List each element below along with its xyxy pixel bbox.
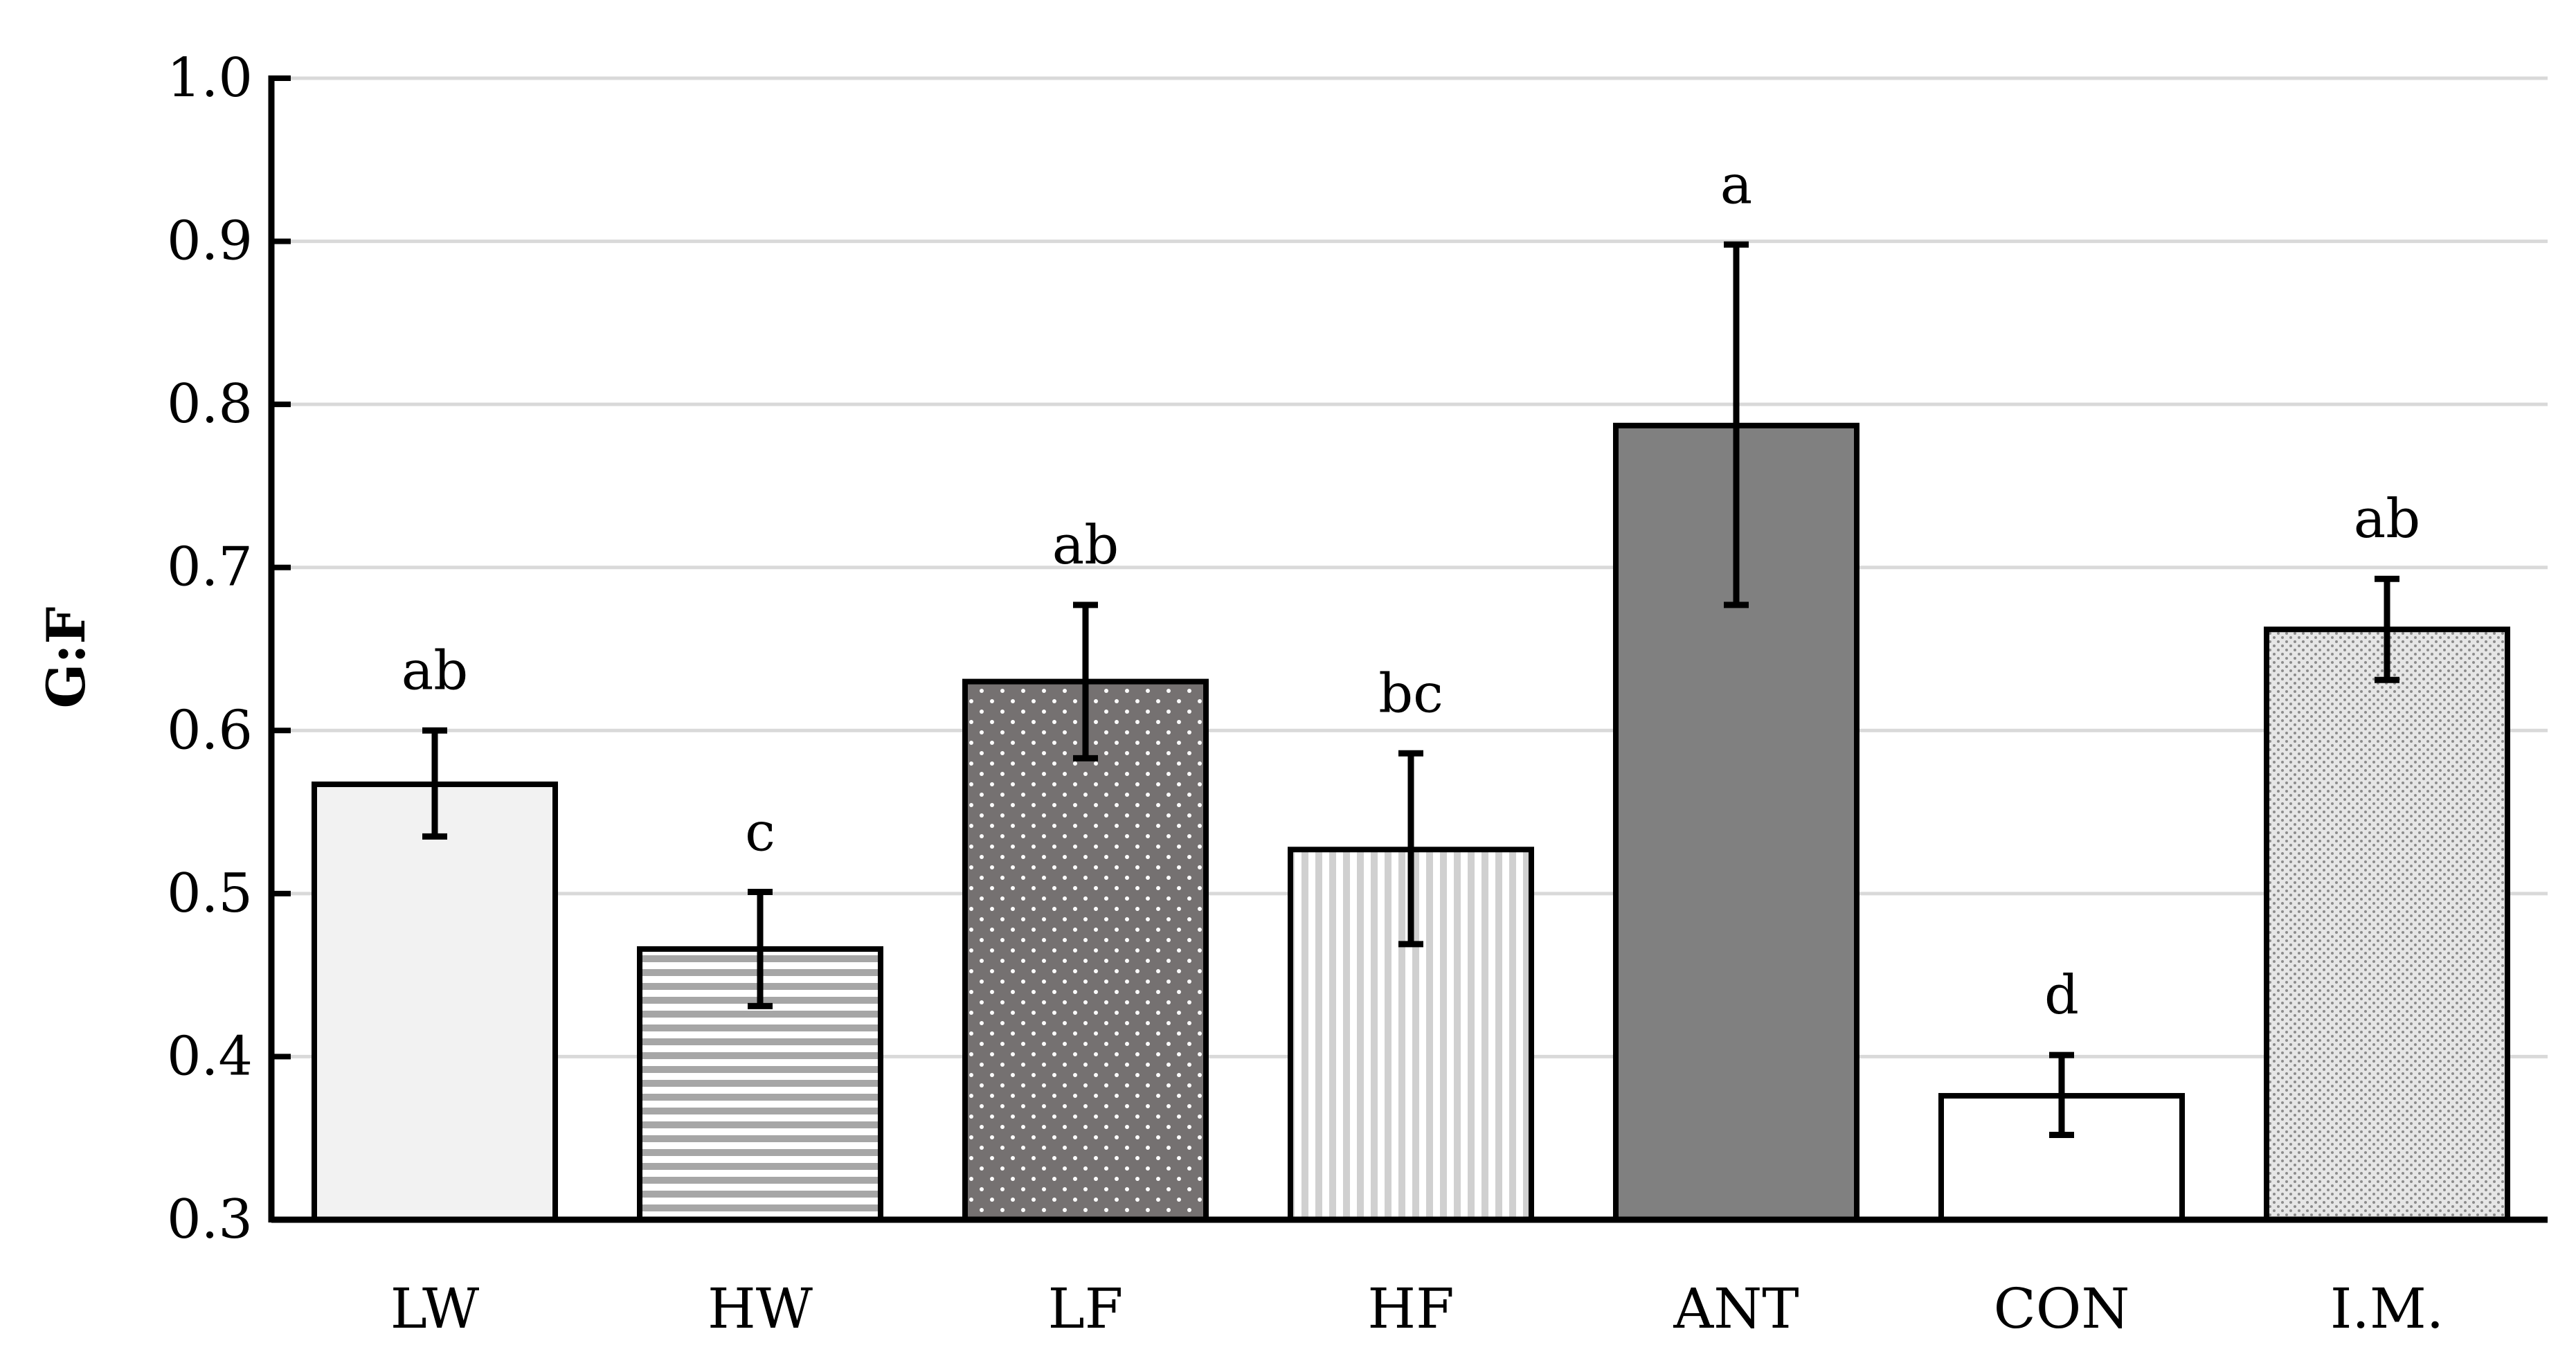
- labels: 0.3 0.4 0.5 0.6 0.7 0.8 0.9 1.0 ab LW c HW ab LF bc HF a…: [167, 47, 2444, 1341]
- bar-lw: [312, 782, 558, 1222]
- x-tick-label: ANT: [1673, 1276, 1799, 1341]
- bar-lf: [962, 678, 1209, 1222]
- gridlines: [271, 76, 2548, 1058]
- y-axis-label: G:F: [35, 607, 97, 709]
- x-tick-label: I.M.: [2330, 1276, 2444, 1341]
- axes: [268, 75, 2548, 1223]
- significance-label: ab: [1052, 514, 1119, 577]
- x-tick-label: HF: [1367, 1276, 1454, 1341]
- bar-im: [2264, 626, 2510, 1222]
- significance-label: a: [1720, 154, 1753, 216]
- significance-label: bc: [1378, 662, 1443, 725]
- x-tick-label: HW: [708, 1276, 813, 1341]
- x-tick-label: CON: [1994, 1276, 2130, 1341]
- y-tick-label: 0.7: [167, 536, 253, 599]
- error-bars: [422, 241, 2399, 1139]
- y-tick-label: 0.9: [167, 210, 253, 273]
- x-tick-label: LW: [390, 1276, 479, 1341]
- x-tick-label: LF: [1048, 1276, 1124, 1341]
- y-tick-label: 0.3: [167, 1189, 253, 1251]
- significance-label: ab: [2354, 488, 2420, 550]
- significance-label: c: [745, 802, 775, 864]
- y-tick-label: 1.0: [167, 47, 253, 109]
- y-tick-label: 0.5: [167, 863, 253, 925]
- significance-label: d: [2044, 964, 2079, 1027]
- y-tick-label: 0.6: [167, 699, 253, 761]
- y-tick-label: 0.4: [167, 1025, 253, 1087]
- significance-label: ab: [402, 640, 468, 702]
- y-tick-label: 0.8: [167, 373, 253, 435]
